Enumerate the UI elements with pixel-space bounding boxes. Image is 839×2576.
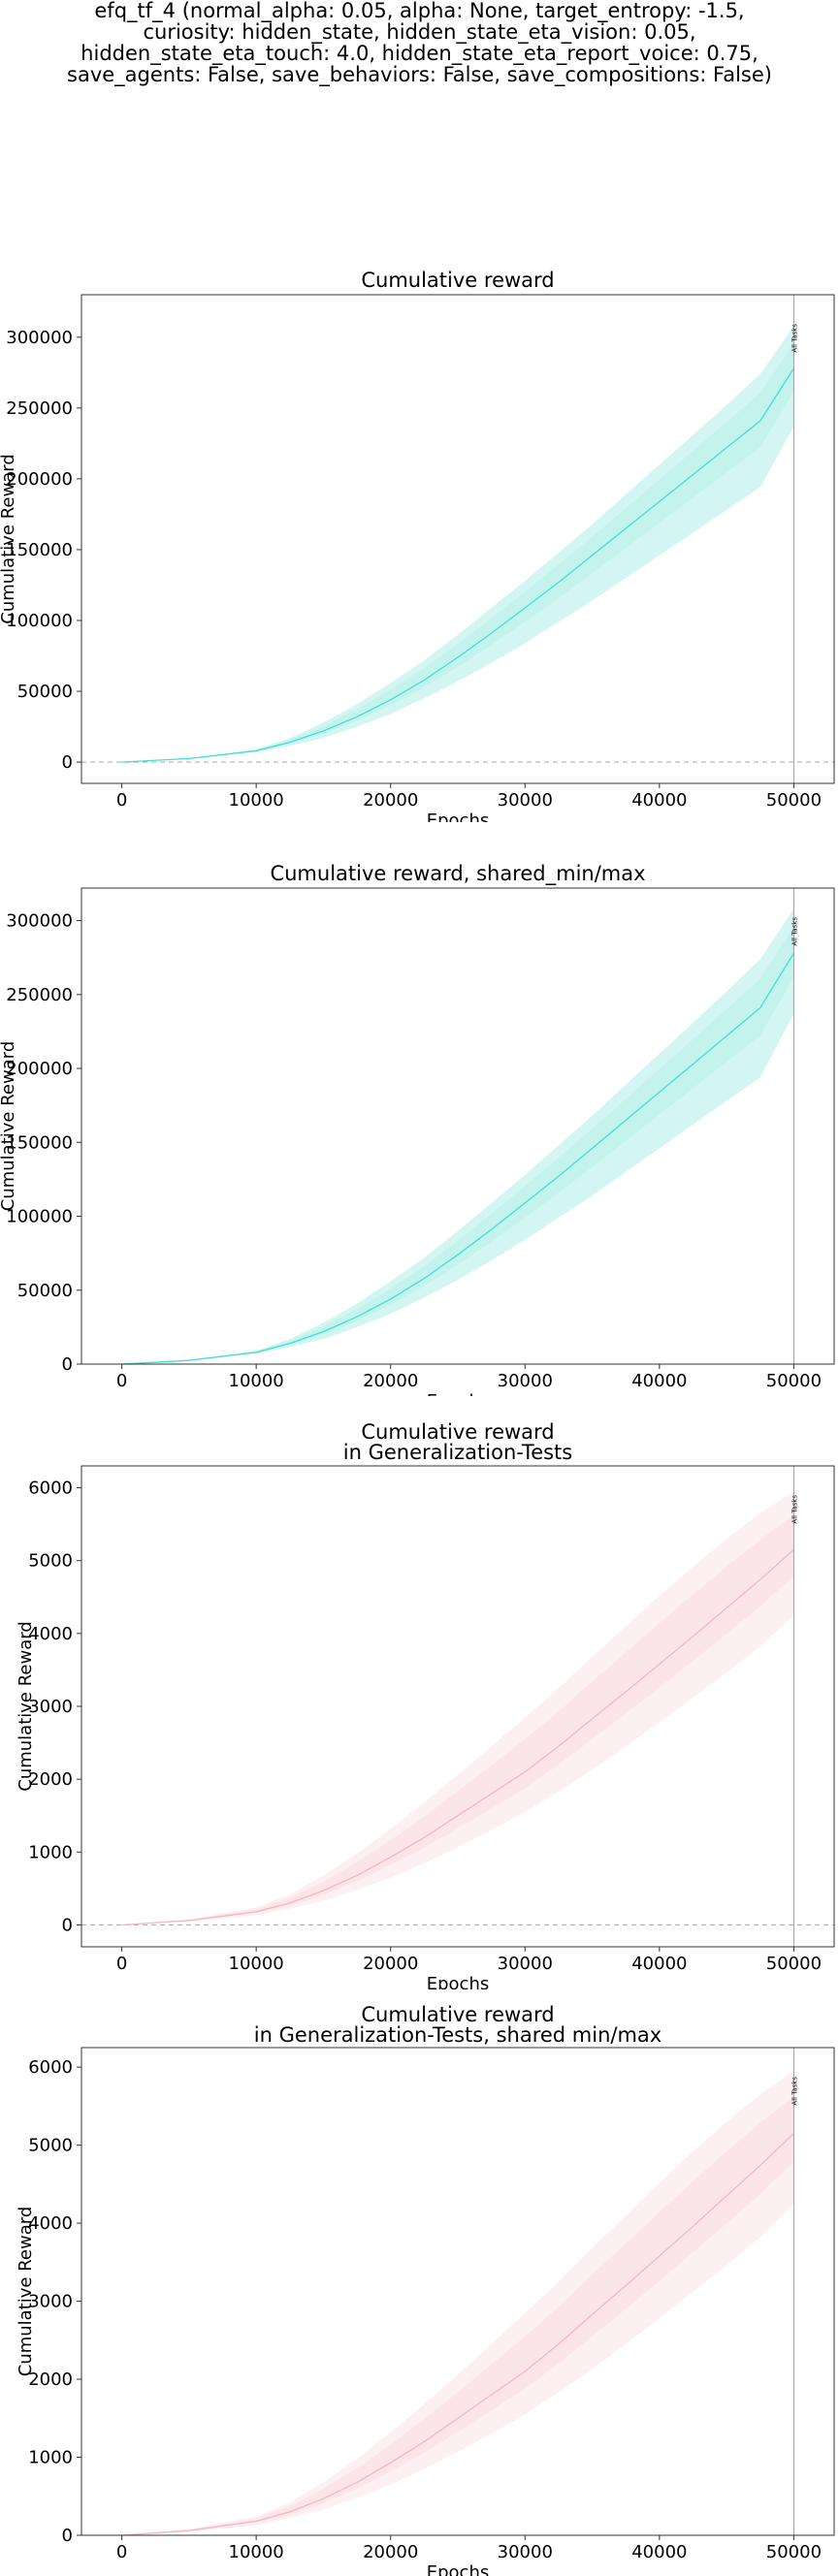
series-line [121, 952, 794, 1365]
x-tick-label: 10000 [229, 790, 284, 811]
figure-title-line: hidden_state_eta_touch: 4.0, hidden_stat… [81, 42, 758, 65]
x-tick-label: 50000 [766, 790, 822, 811]
y-tick-label: 2000 [28, 2369, 73, 2390]
y-tick-label: 0 [62, 2526, 73, 2546]
y-tick-label: 100000 [6, 1207, 73, 1227]
confidence-band [121, 908, 794, 1364]
chart-title: Cumulative reward, shared_min/max [270, 862, 645, 886]
y-tick-label: 0 [62, 752, 73, 773]
x-tick-label: 10000 [229, 1371, 284, 1391]
x-tick-label: 50000 [766, 2542, 822, 2562]
x-tick-label: 20000 [363, 1954, 418, 1974]
x-tick-label: 20000 [363, 1371, 418, 1391]
figure-title-line: save_agents: False, save_behaviors: Fals… [67, 63, 772, 86]
x-tick-label: 10000 [229, 2542, 284, 2562]
x-tick-label: 30000 [498, 2542, 553, 2562]
x-tick-label: 0 [116, 2542, 127, 2562]
y-tick-label: 150000 [6, 540, 73, 560]
x-tick-label: 40000 [631, 2542, 687, 2562]
figure-title: efq_tf_4 (normal_alpha: 0.05, alpha: Non… [0, 0, 839, 85]
series-line [121, 2133, 794, 2536]
x-axis-label: Epochs [427, 1974, 490, 1989]
x-tick-label: 30000 [498, 790, 553, 811]
y-tick-label: 250000 [6, 398, 73, 419]
y-axis-label: Cumulative Reward [16, 2207, 36, 2377]
cumulative-reward-chart: Cumulative reward All Tasks 0 10000 20000 300… [0, 270, 835, 822]
x-tick-label: 30000 [498, 1954, 553, 1974]
y-axis-label: Cumulative Reward [0, 1041, 18, 1212]
y-tick-label: 50000 [17, 1281, 73, 1301]
series-line [121, 367, 794, 763]
task-marker-label: All Tasks [791, 1495, 798, 1524]
y-tick-label: 1000 [28, 1842, 73, 1862]
y-tick-label: 3000 [28, 1697, 73, 1717]
confidence-band [121, 326, 794, 763]
plot-frame [81, 2047, 835, 2536]
chart-title: in Generalization-Tests, shared min/max [254, 2023, 662, 2047]
y-tick-label: 4000 [28, 1624, 73, 1644]
x-axis-label: Epochs [427, 1391, 490, 1396]
confidence-band-inner [121, 926, 794, 1364]
y-tick-label: 250000 [6, 985, 73, 1005]
y-tick-label: 300000 [6, 328, 73, 348]
plot-frame [81, 294, 835, 784]
x-tick-label: 40000 [631, 790, 687, 811]
x-tick-label: 40000 [631, 1954, 687, 1974]
cumulative-reward-shared-chart: Cumulative reward, shared_min/max All Tas… [0, 862, 835, 1396]
confidence-band [121, 1491, 794, 1925]
chart-title: Cumulative reward [361, 270, 554, 292]
y-tick-label: 6000 [28, 1479, 73, 1499]
y-tick-label: 200000 [6, 469, 73, 490]
plot-frame [81, 1465, 835, 1948]
x-tick-label: 50000 [766, 1371, 822, 1391]
chart-title: Cumulative reward [361, 1420, 554, 1444]
x-tick-label: 20000 [363, 2542, 418, 2562]
y-tick-label: 150000 [6, 1132, 73, 1153]
y-tick-label: 200000 [6, 1059, 73, 1079]
confidence-band [121, 2071, 794, 2535]
y-tick-label: 5000 [28, 1551, 73, 1572]
task-marker-label: All Tasks [791, 324, 798, 353]
y-tick-label: 4000 [28, 2213, 73, 2234]
x-tick-label: 50000 [766, 1954, 822, 1974]
y-tick-label: 0 [62, 1354, 73, 1375]
chart-title: in Generalization-Tests [343, 1441, 572, 1464]
y-tick-label: 1000 [28, 2448, 73, 2468]
confidence-band-inner [121, 342, 794, 763]
y-tick-label: 6000 [28, 2057, 73, 2078]
y-axis-label: Cumulative Reward [16, 1621, 36, 1792]
x-tick-label: 40000 [631, 1371, 687, 1391]
x-axis-label: Epochs [427, 2562, 490, 2576]
y-axis-label: Cumulative Reward [0, 454, 18, 624]
task-marker-label: All Tasks [791, 2077, 798, 2106]
plot-frame [81, 887, 835, 1365]
x-tick-label: 0 [116, 1371, 127, 1391]
x-tick-label: 20000 [363, 790, 418, 811]
y-tick-label: 300000 [6, 911, 73, 932]
y-tick-label: 0 [62, 1915, 73, 1935]
series-line [121, 1548, 794, 1926]
x-axis-label: Epochs [427, 811, 490, 822]
y-tick-label: 3000 [28, 2292, 73, 2312]
y-tick-label: 5000 [28, 2136, 73, 2156]
y-tick-label: 2000 [28, 1769, 73, 1790]
y-tick-label: 50000 [17, 682, 73, 702]
x-tick-label: 0 [116, 790, 127, 811]
task-marker-label: All Tasks [791, 917, 798, 946]
y-tick-label: 100000 [6, 611, 73, 631]
figure-title-line: efq_tf_4 (normal_alpha: 0.05, alpha: Non… [94, 0, 745, 22]
x-tick-label: 0 [116, 1954, 127, 1974]
x-tick-label: 30000 [498, 1371, 553, 1391]
x-tick-label: 10000 [229, 1954, 284, 1974]
chart-title: Cumulative reward [361, 2003, 554, 2026]
figure-title-line: curiosity: hidden_state, hidden_state_et… [143, 20, 696, 44]
